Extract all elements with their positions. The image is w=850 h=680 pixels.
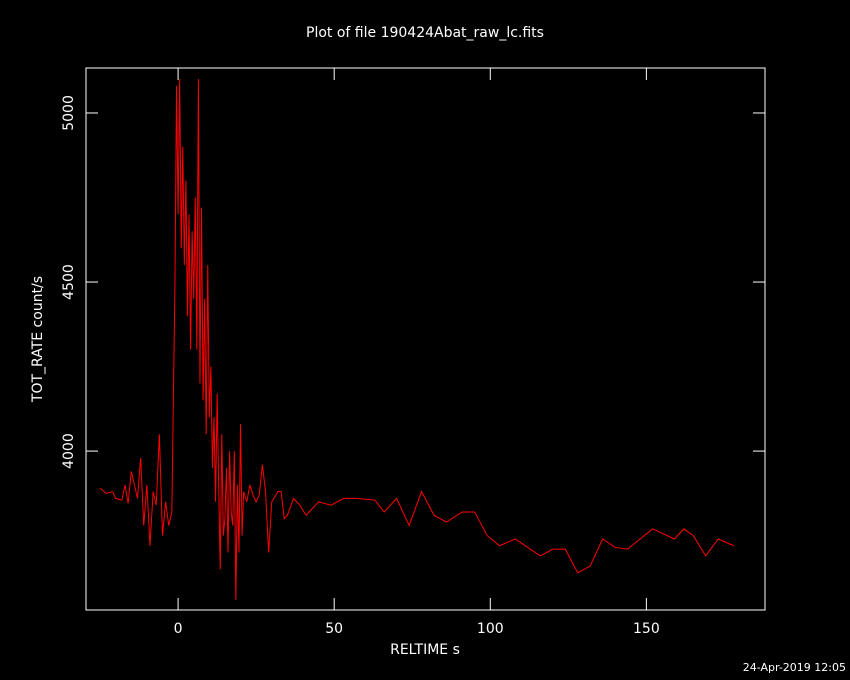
y-tick-label: 4500 xyxy=(61,264,77,300)
chart-title: Plot of file 190424Abat_raw_lc.fits xyxy=(306,25,544,41)
x-tick-label: 0 xyxy=(174,621,183,637)
plot-frame xyxy=(85,67,766,611)
y-tick-label: 4000 xyxy=(61,433,77,469)
x-tick-label: 100 xyxy=(477,621,504,637)
x-axis-label: RELTIME s xyxy=(390,642,460,658)
x-tick-label: 50 xyxy=(325,621,343,637)
footer: 24-Apr-2019 12:05 xyxy=(743,661,846,674)
x-tick-label: 150 xyxy=(633,621,660,637)
data-line xyxy=(99,79,734,600)
y-tick-label: 5000 xyxy=(61,95,77,131)
y-axis-label: TOT_RATE count/s xyxy=(30,276,46,403)
